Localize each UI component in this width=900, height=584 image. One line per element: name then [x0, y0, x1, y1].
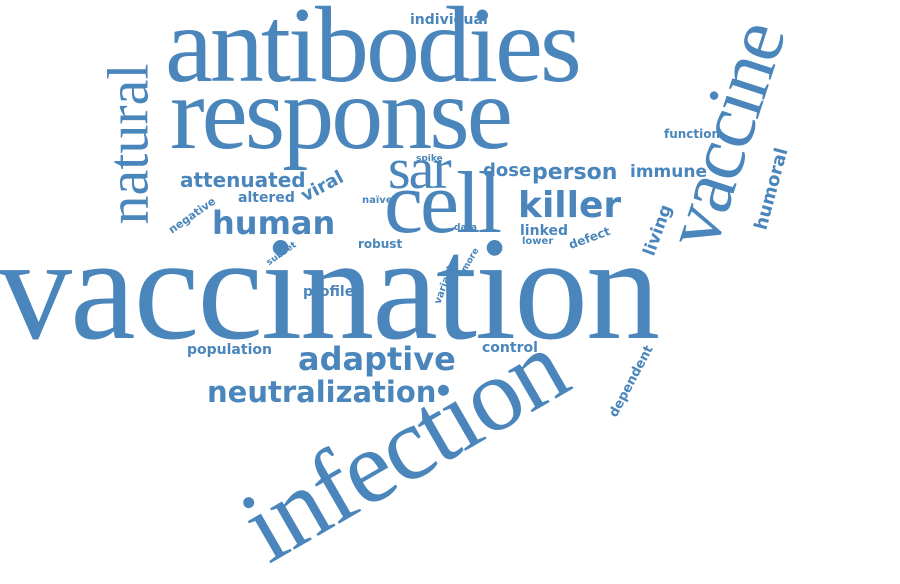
word-killer: killer [518, 185, 622, 226]
word-linked: linked [520, 223, 569, 239]
word-neutralization: neutralization [207, 375, 437, 409]
word-vaccination: vaccination [0, 207, 660, 371]
word-profile: profile [303, 284, 355, 300]
word-human: human [212, 204, 336, 242]
word-robust: robust [358, 237, 403, 251]
word-lower: lower [522, 236, 554, 247]
word-response: response [170, 56, 513, 171]
word-spike: spike [416, 154, 443, 164]
word-population: population [187, 342, 272, 358]
word-immune: immune [630, 162, 707, 182]
word-cell: cell [384, 155, 502, 252]
word-altered: altered [238, 190, 295, 206]
word-natural: natural [95, 63, 161, 225]
word-sar: sar [388, 136, 452, 201]
word-adaptive: adaptive [298, 340, 456, 378]
word-individual: individual [410, 12, 488, 28]
word-data: data [454, 223, 477, 233]
word-viral: viral [297, 166, 348, 207]
word-attenuated: attenuated [180, 168, 306, 192]
word-dose: dose [483, 160, 532, 181]
word-naive: naïve [362, 195, 393, 206]
word-antibodies: antibodies [165, 0, 582, 105]
word-control: control [482, 340, 538, 356]
word-person: person [532, 160, 618, 185]
word-function: function [664, 127, 721, 141]
